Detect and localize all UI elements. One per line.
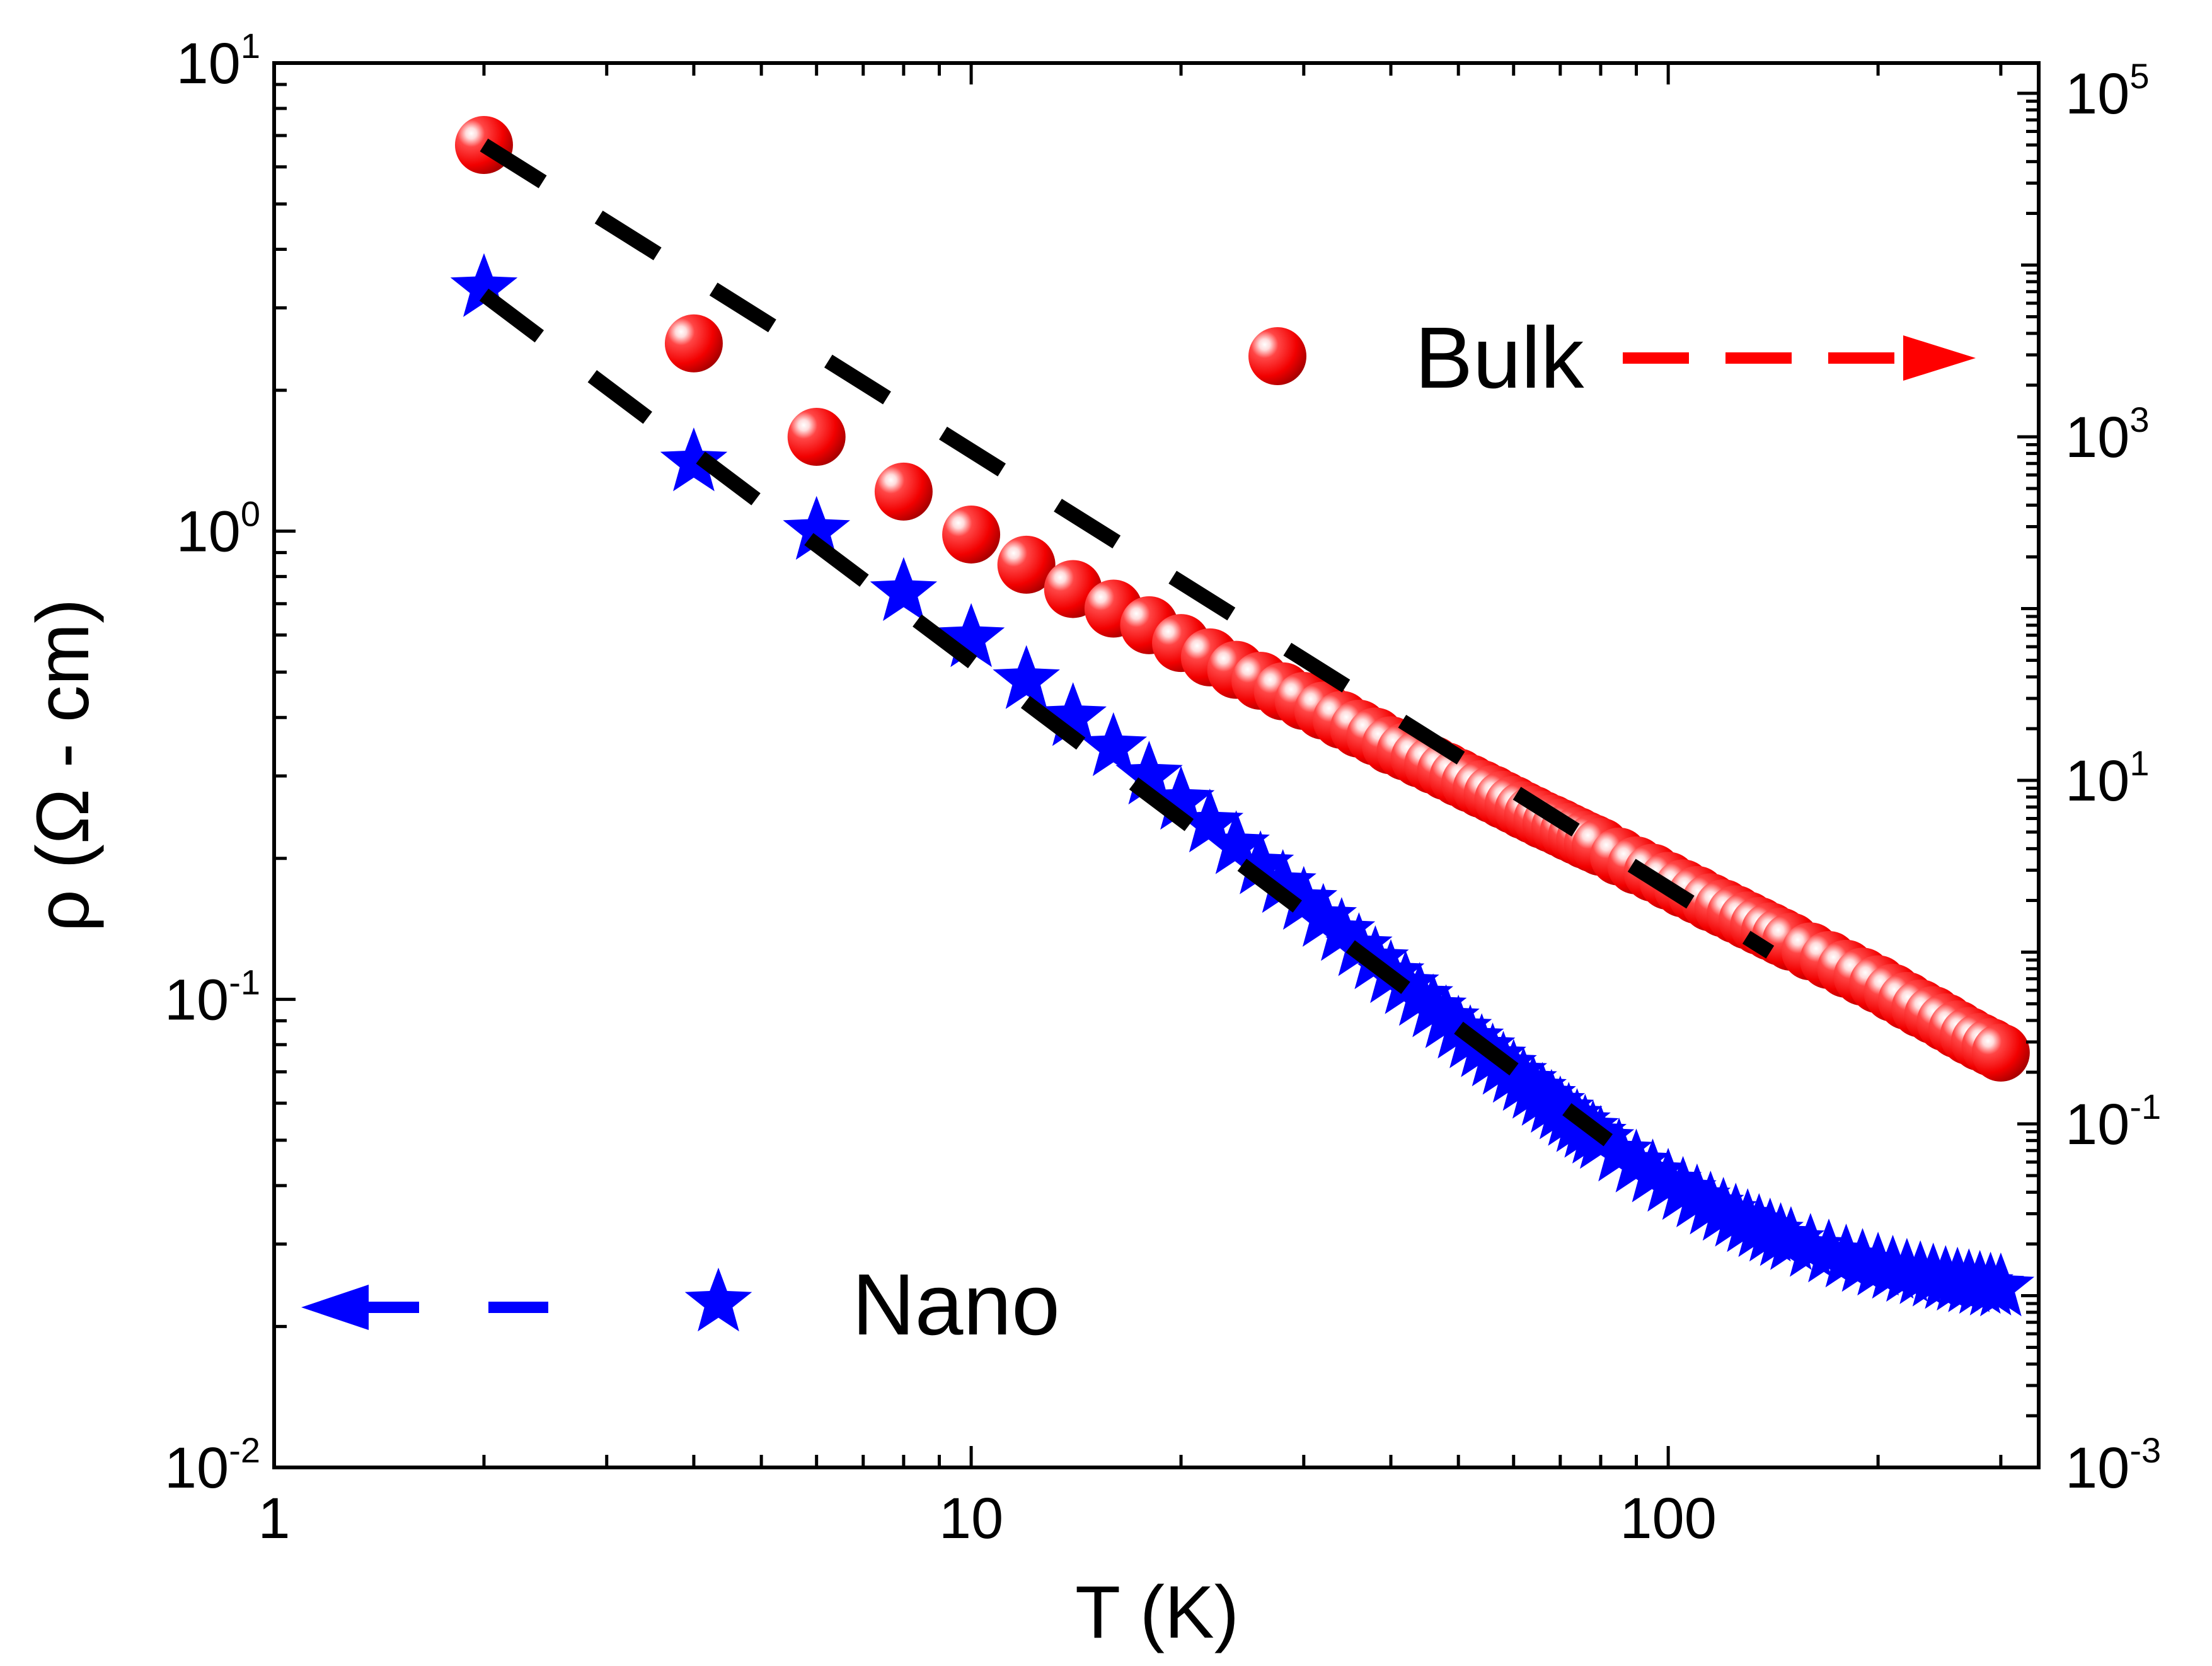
nano-point	[870, 557, 938, 622]
legend-bulk-marker	[1248, 327, 1306, 385]
nano-point	[450, 253, 518, 317]
legend-nano: Nano	[301, 1256, 1060, 1353]
bulk-point	[1971, 1023, 2030, 1082]
y-right-tick-label: 10-1	[2065, 1087, 2161, 1157]
y-right-tick-label: 103	[2065, 400, 2150, 470]
legend-bulk-arrowhead	[1903, 335, 1976, 381]
nano-point	[937, 603, 1005, 668]
y-left-tick-label: 10-1	[164, 962, 260, 1032]
bulk-point	[874, 462, 933, 521]
y-left-tick-label: 10-2	[164, 1430, 260, 1500]
nano-point	[1080, 712, 1148, 777]
y-left-tick-label: 100	[176, 494, 261, 564]
nano-point	[1202, 810, 1270, 874]
nano-point	[1147, 766, 1215, 830]
nano-point	[1619, 1138, 1686, 1203]
nano-point	[993, 645, 1060, 709]
y-right-tick-label: 105	[2065, 56, 2150, 126]
bulk-fit-line	[480, 138, 1775, 959]
x-axis-title: T (K)	[1075, 1571, 1239, 1654]
bulk-point	[942, 505, 1001, 564]
nano-point	[1289, 882, 1357, 947]
nano-point	[783, 495, 850, 560]
y-right-tick-label: 101	[2065, 743, 2150, 813]
legend-bulk-label: Bulk	[1415, 309, 1584, 407]
plot-frame	[272, 61, 2041, 1469]
nano-fit-line	[479, 288, 1613, 1147]
y-right-tick-label: 10-3	[2065, 1430, 2161, 1500]
x-tick-label: 1	[258, 1486, 290, 1551]
nano-point	[1967, 1252, 2035, 1317]
legend-nano-arrowhead	[301, 1285, 369, 1330]
nano-point	[660, 427, 728, 492]
legend-nano-label: Nano	[852, 1256, 1060, 1353]
series-bulk	[454, 116, 2030, 1082]
nano-point	[1308, 897, 1376, 961]
y-axis-title-left: ρ (Ω - cm)	[21, 599, 105, 932]
nano-point	[1412, 984, 1480, 1048]
nano-point	[1039, 682, 1107, 746]
legend-bulk: Bulk	[1248, 309, 1976, 407]
nano-point	[1176, 789, 1244, 853]
nano-point	[1603, 1128, 1670, 1193]
nano-point	[1424, 995, 1492, 1059]
nano-point	[1585, 1117, 1653, 1182]
x-tick-label: 100	[1620, 1486, 1717, 1551]
x-tick-label: 10	[939, 1486, 1003, 1551]
nano-point	[1270, 865, 1338, 930]
bulk-point	[997, 535, 1056, 594]
y-left-tick-label: 101	[176, 26, 261, 96]
bulk-point	[787, 407, 846, 466]
nano-point	[1399, 973, 1467, 1038]
nano-point	[1386, 962, 1453, 1026]
legend-nano-marker	[684, 1268, 752, 1332]
series-nano	[450, 253, 2035, 1317]
nano-point	[1249, 849, 1316, 913]
bulk-point	[664, 314, 723, 373]
nano-point	[1226, 830, 1294, 894]
nano-point	[1115, 741, 1183, 805]
